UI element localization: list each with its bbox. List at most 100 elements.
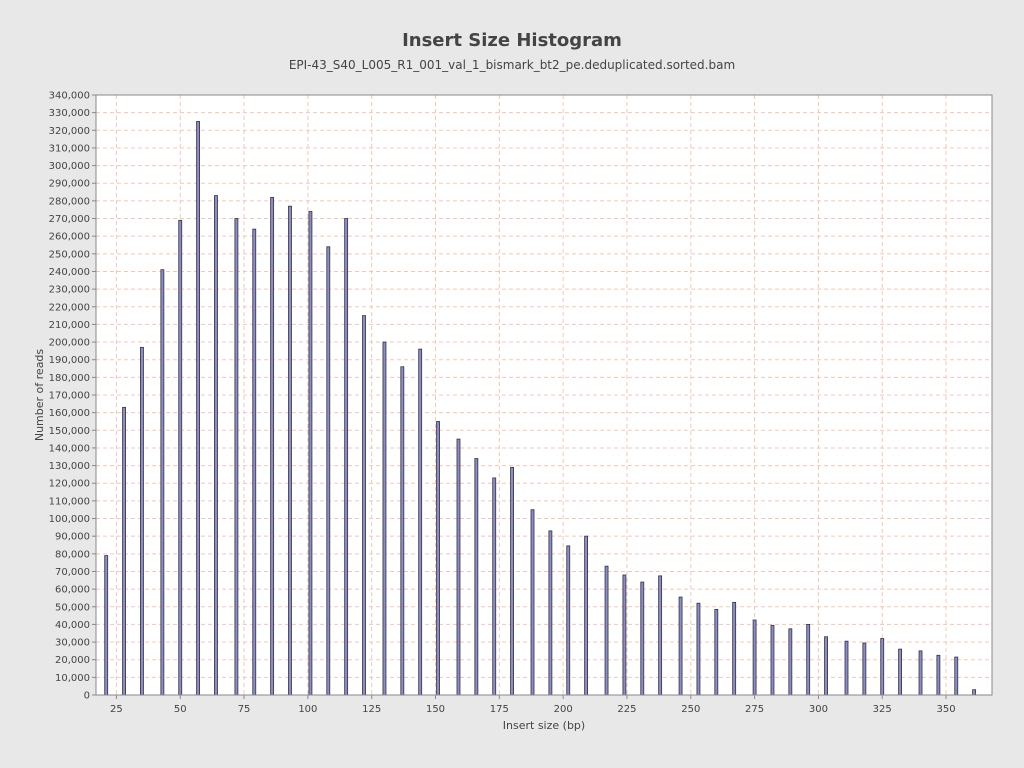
histogram-bar [178, 219, 183, 696]
histogram-bar [140, 346, 144, 696]
histogram-bar [400, 366, 405, 696]
y-tick-label: 310,000 [49, 143, 90, 154]
y-tick-label: 120,000 [49, 479, 90, 490]
y-tick-label: 320,000 [49, 126, 90, 137]
x-tick-label: 350 [937, 704, 956, 715]
y-tick-label: 220,000 [49, 302, 90, 313]
histogram-bar [844, 640, 849, 696]
y-tick-label: 50,000 [55, 602, 90, 613]
y-tick-label: 170,000 [49, 391, 90, 402]
y-tick-label: 0 [84, 691, 90, 702]
y-tick-label: 10,000 [55, 673, 90, 684]
histogram-bar [658, 575, 663, 696]
histogram-bar [770, 624, 775, 696]
y-tick-label: 20,000 [55, 655, 90, 666]
histogram-bar [732, 601, 737, 696]
histogram-bar [308, 211, 313, 696]
histogram-bar [252, 228, 257, 696]
histogram-bar [678, 596, 683, 696]
y-tick-label: 70,000 [55, 567, 90, 578]
histogram-bar [234, 218, 239, 696]
histogram-bar [824, 636, 828, 696]
histogram-bar [954, 656, 959, 696]
histogram-bar [160, 269, 165, 696]
histogram-bar [382, 341, 387, 696]
histogram-bar [288, 205, 292, 696]
chart-subtitle: EPI-43_S40_L005_R1_001_val_1_bismark_bt2… [288, 58, 736, 72]
histogram-bar [492, 477, 497, 696]
histogram-bar [436, 421, 440, 696]
y-tick-label: 180,000 [49, 373, 90, 384]
x-tick-label: 250 [681, 704, 700, 715]
histogram-bar [362, 315, 366, 696]
histogram-bar [104, 555, 109, 696]
histogram-bar [936, 654, 941, 696]
histogram-bar [862, 642, 867, 696]
histogram-bar [752, 619, 757, 696]
histogram-bar [584, 535, 589, 696]
x-tick-label: 325 [873, 704, 892, 715]
histogram-bar [604, 565, 609, 696]
x-tick-label: 100 [298, 704, 317, 715]
x-tick-label: 25 [110, 704, 123, 715]
y-tick-label: 340,000 [49, 91, 90, 102]
y-tick-label: 200,000 [49, 338, 90, 349]
histogram-bar [530, 509, 535, 696]
histogram-bar [270, 196, 275, 696]
y-tick-label: 240,000 [49, 267, 90, 278]
y-axis-label: Number of reads [33, 349, 46, 442]
y-tick-label: 30,000 [55, 638, 90, 649]
histogram-bar [918, 650, 923, 696]
histogram-bar [806, 624, 811, 696]
y-tick-label: 160,000 [49, 408, 90, 419]
x-tick-label: 150 [426, 704, 445, 715]
y-tick-label: 210,000 [49, 320, 90, 331]
y-tick-label: 280,000 [49, 196, 90, 207]
y-tick-label: 130,000 [49, 461, 90, 472]
histogram-bar [326, 246, 331, 696]
histogram-bar [880, 638, 885, 696]
y-tick-label: 110,000 [49, 496, 90, 507]
y-tick-label: 260,000 [49, 232, 90, 243]
y-tick-label: 270,000 [49, 214, 90, 225]
x-tick-label: 175 [490, 704, 509, 715]
y-tick-label: 250,000 [49, 249, 90, 260]
histogram-bar [196, 121, 201, 696]
histogram-bar [456, 438, 461, 696]
histogram-bar [788, 628, 793, 696]
x-tick-label: 50 [174, 704, 187, 715]
y-tick-label: 40,000 [55, 620, 90, 631]
x-tick-label: 125 [362, 704, 381, 715]
y-tick-label: 80,000 [55, 549, 90, 560]
x-axis-label: Insert size (bp) [503, 719, 585, 732]
histogram-bar [622, 574, 627, 696]
x-tick-label: 200 [554, 704, 573, 715]
y-tick-label: 150,000 [49, 426, 90, 437]
histogram-bar [972, 689, 977, 696]
histogram-bar [714, 609, 719, 696]
histogram-bar [474, 458, 479, 696]
x-tick-label: 300 [809, 704, 828, 715]
y-tick-label: 140,000 [49, 443, 90, 454]
y-tick-label: 90,000 [55, 532, 90, 543]
histogram-bar [566, 545, 571, 696]
histogram-bar [510, 466, 514, 696]
x-tick-label: 225 [617, 704, 636, 715]
y-tick-label: 230,000 [49, 285, 90, 296]
y-tick-label: 190,000 [49, 355, 90, 366]
chart-title: Insert Size Histogram [402, 30, 622, 51]
histogram-bar [214, 195, 218, 696]
histogram-bar [898, 648, 903, 696]
histogram-bar [696, 602, 701, 696]
x-tick-label: 75 [238, 704, 251, 715]
histogram-bar [344, 218, 349, 696]
histogram-bar [418, 348, 423, 696]
histogram-bar [122, 406, 126, 696]
histogram-bar [548, 530, 553, 696]
y-tick-label: 300,000 [49, 161, 90, 172]
histogram-bar [640, 581, 645, 696]
y-tick-label: 100,000 [49, 514, 90, 525]
y-tick-label: 330,000 [49, 108, 90, 119]
x-tick-label: 275 [745, 704, 764, 715]
